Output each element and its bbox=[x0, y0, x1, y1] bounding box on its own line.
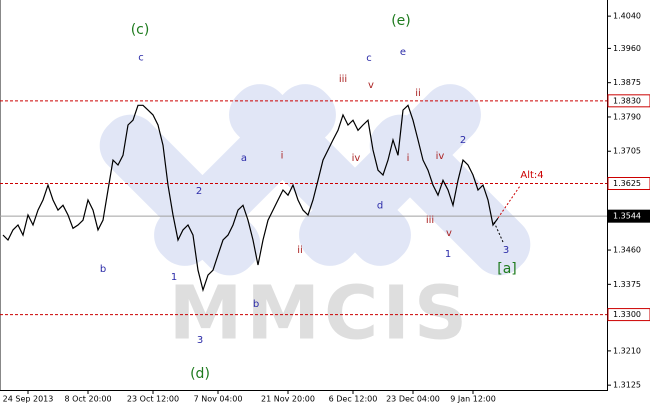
x-tick-label: 8 Oct 20:00 bbox=[64, 395, 111, 404]
wave-label: 1 bbox=[171, 272, 177, 283]
wave-label: c bbox=[138, 52, 144, 63]
wave-label: [a] bbox=[497, 261, 517, 277]
y-tick-label: 1.3460 bbox=[613, 246, 641, 255]
x-tick-label: 9 Jan 12:00 bbox=[450, 395, 496, 404]
wave-label: d bbox=[377, 200, 383, 211]
wave-label: Alt:4 bbox=[520, 170, 543, 181]
wave-label: 3 bbox=[503, 245, 509, 256]
x-tick-label: 21 Nov 20:00 bbox=[261, 395, 315, 404]
x-tick-label: 24 Sep 2013 bbox=[3, 395, 54, 404]
level-label-box bbox=[607, 209, 650, 223]
level-label-box bbox=[607, 177, 650, 191]
wave-label: iii bbox=[339, 74, 347, 85]
wave-label: b bbox=[253, 299, 259, 310]
level-label-box bbox=[607, 94, 650, 108]
y-tick-label: 1.3790 bbox=[613, 112, 641, 121]
level-label-box bbox=[607, 308, 650, 322]
price-line bbox=[2, 104, 499, 293]
level-label: 1.3544 bbox=[613, 212, 641, 221]
wave-label: i bbox=[407, 153, 410, 164]
wave-label: 2 bbox=[460, 135, 466, 146]
wave-label: iii bbox=[426, 215, 434, 226]
forecast-alt bbox=[497, 185, 521, 219]
wave-label: c bbox=[366, 53, 372, 64]
wave-label: (e) bbox=[391, 13, 411, 29]
wave-label: ii bbox=[415, 88, 421, 99]
wave-label: v bbox=[446, 228, 452, 239]
x-tick-label: 6 Dec 12:00 bbox=[329, 395, 378, 404]
wave-label: 3 bbox=[197, 335, 203, 346]
level-label: 1.3830 bbox=[613, 96, 641, 105]
wave-label: b bbox=[100, 264, 106, 275]
y-tick-label: 1.4040 bbox=[613, 12, 641, 21]
wave-label: (d) bbox=[190, 366, 210, 382]
wave-label: i bbox=[281, 150, 284, 161]
wave-label: iv bbox=[352, 153, 361, 164]
watermark-text: MMCIS bbox=[169, 271, 471, 357]
y-tick-label: 1.3875 bbox=[613, 78, 641, 87]
wave-label: a bbox=[241, 153, 247, 164]
y-tick-label: 1.3960 bbox=[613, 44, 641, 53]
y-tick-label: 1.3125 bbox=[613, 381, 641, 390]
wave-label: e bbox=[400, 47, 406, 58]
y-tick-label: 1.3375 bbox=[613, 280, 641, 289]
y-tick-label: 1.3705 bbox=[613, 147, 641, 156]
wave-label: 1 bbox=[445, 249, 451, 260]
wave-label: (c) bbox=[131, 22, 150, 38]
y-tick-label: 1.3210 bbox=[613, 346, 641, 355]
x-tick-label: 23 Oct 12:00 bbox=[127, 395, 179, 404]
wave-label: ii bbox=[297, 245, 303, 256]
x-tick-label: 23 Dec 04:00 bbox=[386, 395, 440, 404]
wave-label: 2 bbox=[196, 186, 202, 197]
x-tick-label: 7 Nov 04:00 bbox=[194, 395, 243, 404]
level-label: 1.3625 bbox=[613, 179, 641, 188]
level-label: 1.3300 bbox=[613, 310, 641, 319]
watermark-logo bbox=[99, 84, 531, 276]
wave-label: iv bbox=[436, 151, 445, 162]
wave-label: v bbox=[368, 80, 374, 91]
